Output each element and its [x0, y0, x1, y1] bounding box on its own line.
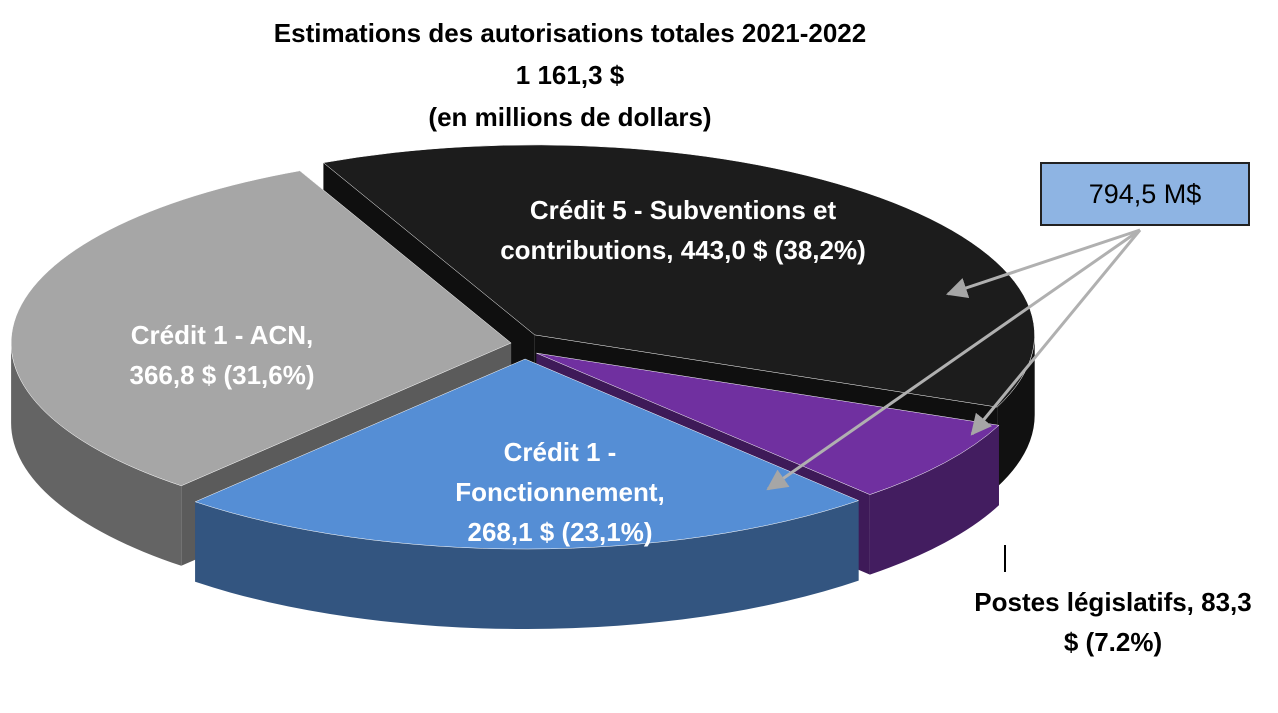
- slices: [10, 144, 1035, 630]
- arrow: [766, 228, 1141, 491]
- slice: [536, 352, 1000, 495]
- chart-subtitle: 1 161,3 $: [515, 60, 625, 90]
- chart-title: Estimations des autorisations totales 20…: [273, 18, 867, 48]
- slice-side: [997, 334, 1035, 488]
- arrow: [946, 228, 1141, 298]
- slice-label: Crédit 5 - Subventions et contributions,…: [500, 195, 866, 265]
- slice-label: Crédit 1 - Fonctionnement, 268,1 $ (23,1…: [455, 437, 665, 547]
- annotation-box: 794,5 M$: [1040, 162, 1250, 226]
- arrows: [766, 228, 1142, 491]
- slice: [322, 144, 1035, 408]
- arrow: [970, 229, 1142, 436]
- slice: [10, 170, 512, 487]
- slice-label: Crédit 1 - ACN, 366,8 $ (31,6%): [129, 320, 315, 390]
- slice: [194, 358, 860, 550]
- slice-side: [195, 500, 859, 630]
- slice-label: Postes législatifs, 83,3 $ (7.2%): [974, 587, 1252, 657]
- slice-side: [11, 343, 182, 566]
- chart-subtitle: (en millions de dollars): [428, 102, 712, 132]
- slice-side: [869, 425, 999, 575]
